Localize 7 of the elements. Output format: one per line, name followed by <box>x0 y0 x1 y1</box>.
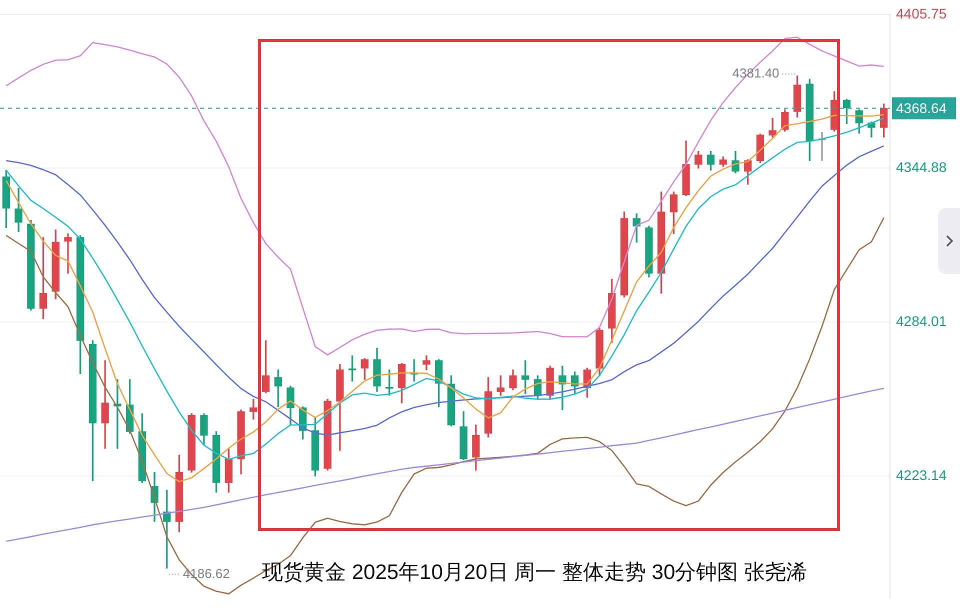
y-tick-label: 4405.75 <box>896 5 947 22</box>
text: 现货黄金 2025年10月20日 周一 整体走势 30分钟图 张尧浠 <box>262 560 807 586</box>
y-tick-label: 4284.01 <box>896 312 947 329</box>
y-tick-label: 4223.14 <box>896 466 947 483</box>
y-tick-label: 4344.88 <box>896 159 947 176</box>
ref-line-label: 4368.64 <box>896 100 947 116</box>
candlestick <box>64 233 72 274</box>
